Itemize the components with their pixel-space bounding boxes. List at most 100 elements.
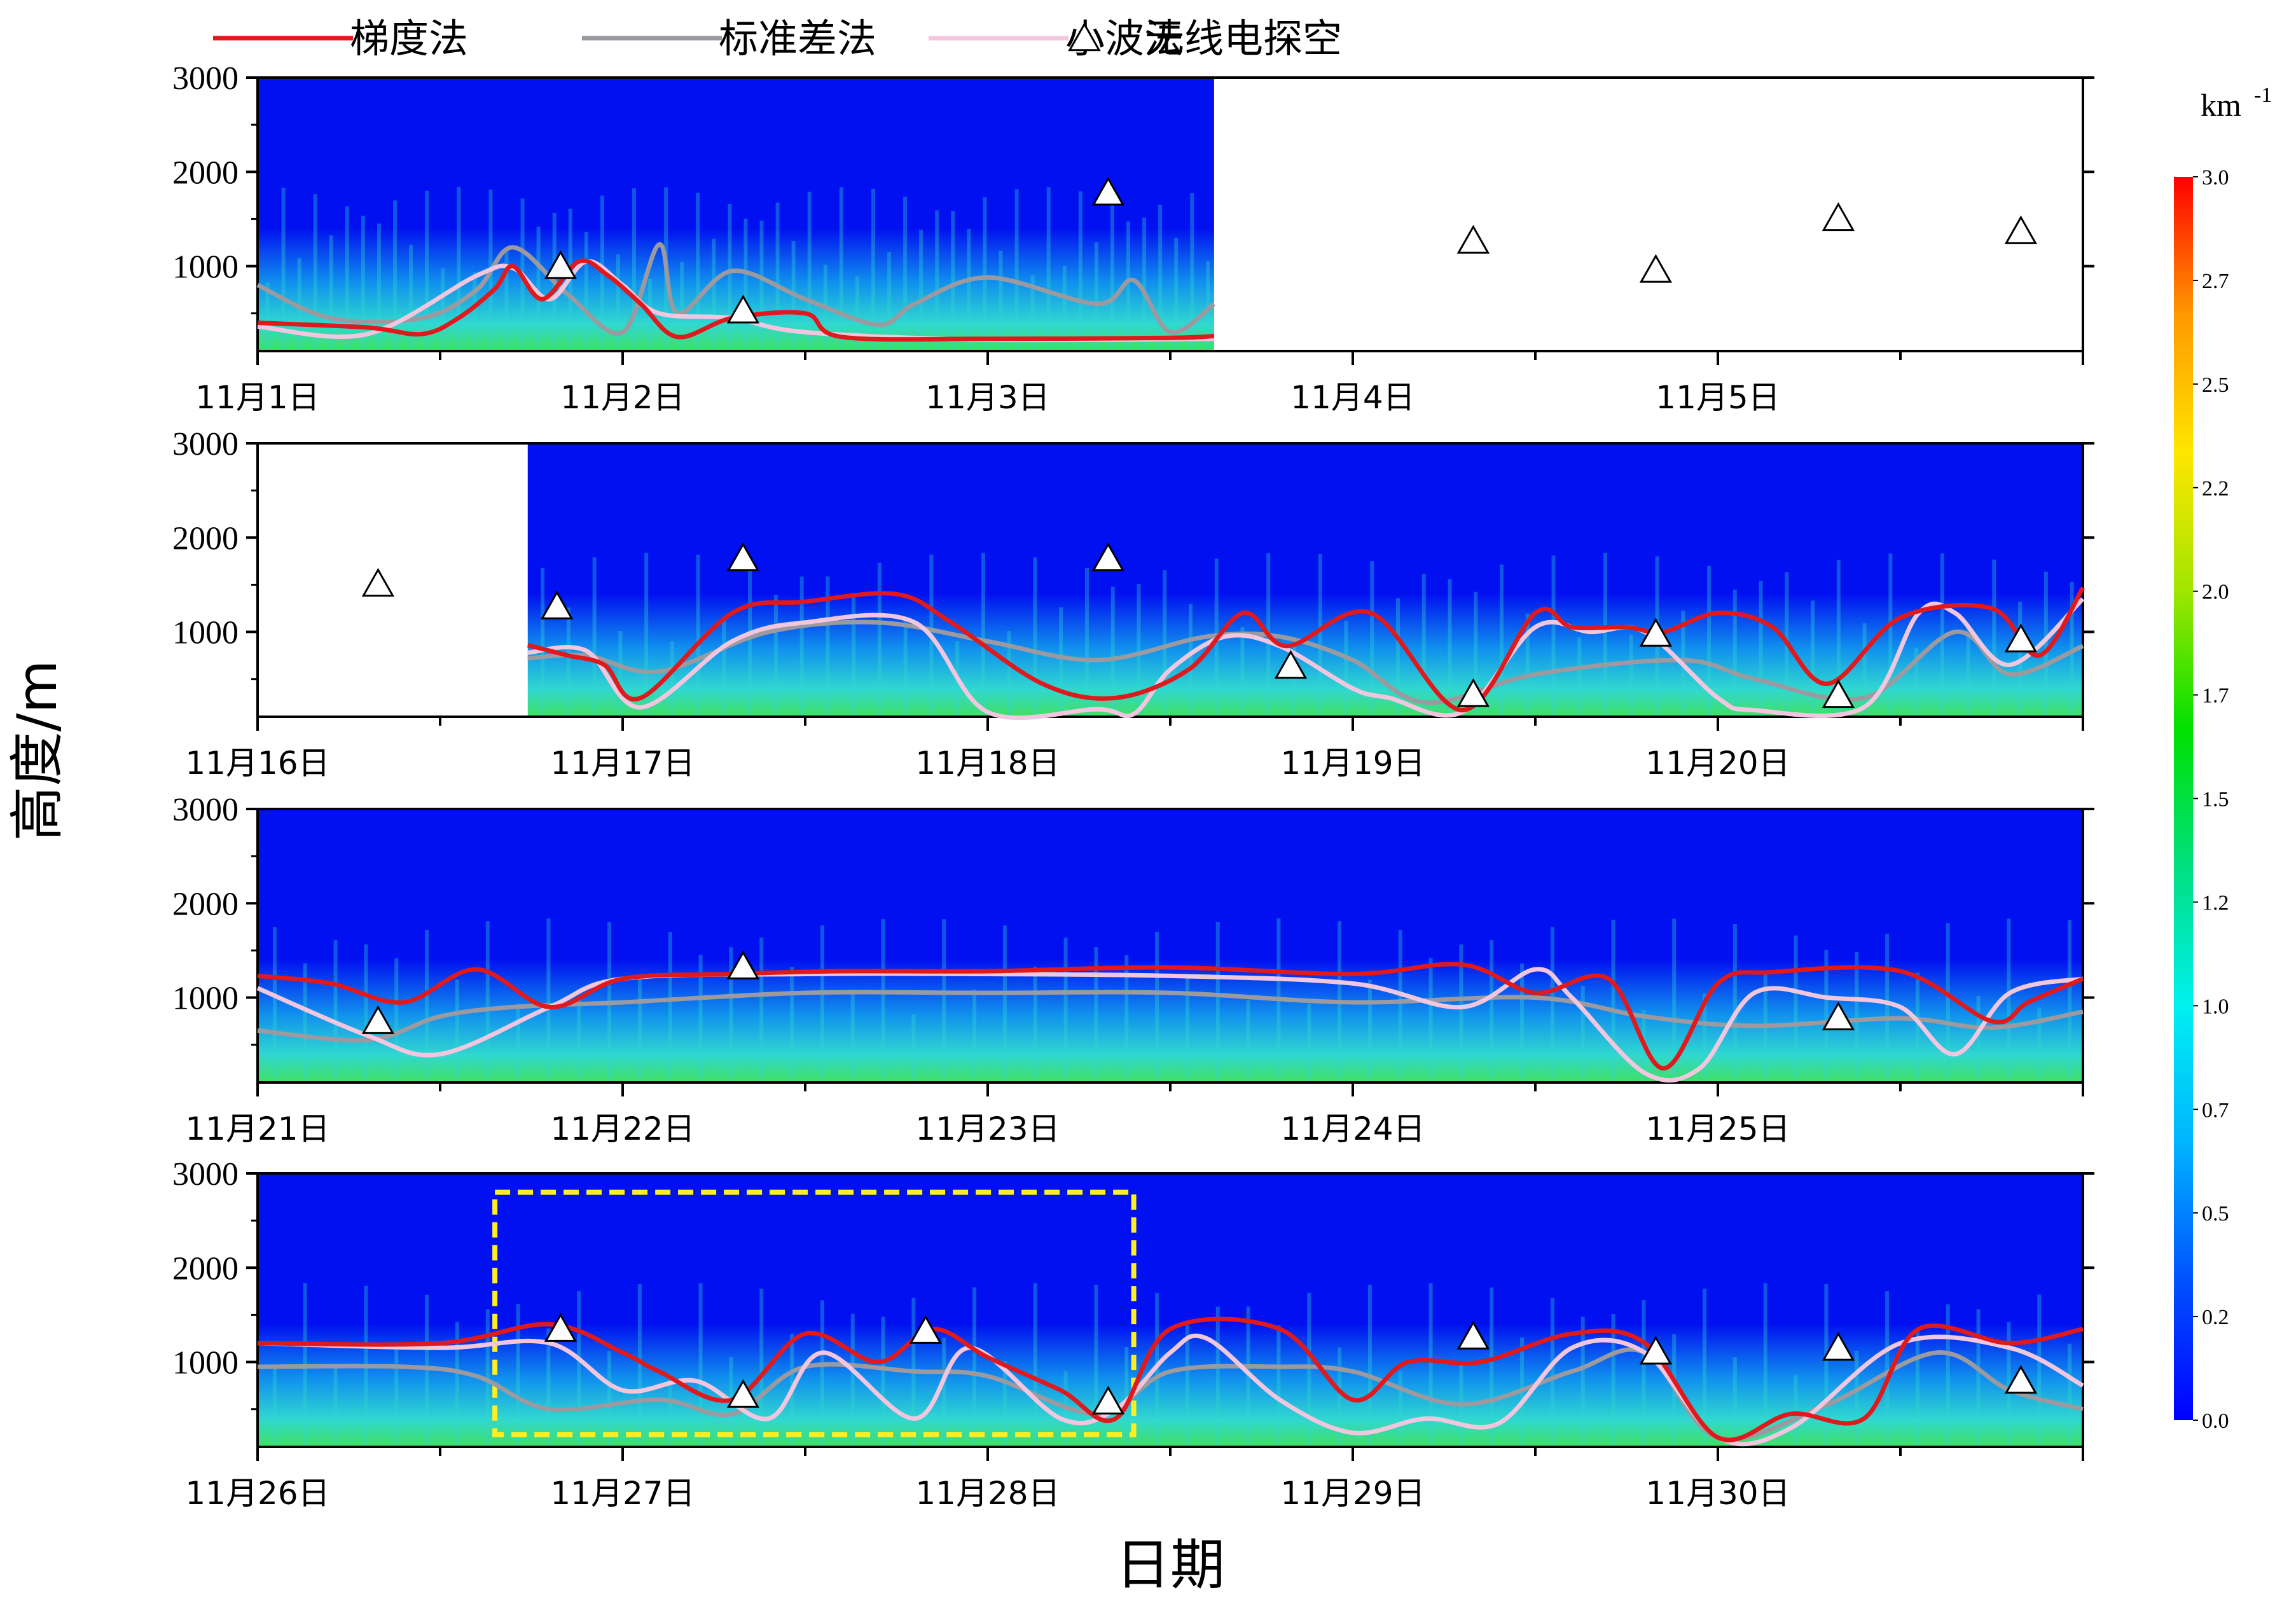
lidar-streak (1703, 993, 1707, 1082)
colorbar-tick-label: 0.5 (2202, 1202, 2229, 1226)
lidar-streak (632, 188, 637, 351)
radiosonde-point (726, 1379, 760, 1408)
lidar-streak (546, 1328, 551, 1447)
lidar-streak (409, 244, 413, 351)
lidar-streak (541, 567, 545, 717)
lidar-streak (1428, 1283, 1433, 1447)
x-tick-label: 11月23日 (915, 1110, 1060, 1147)
lidar-streak (1811, 600, 1815, 717)
lidar-streak (457, 187, 461, 351)
lidar-streak (333, 940, 338, 1082)
lidar-streak (1110, 202, 1114, 351)
lidar-streak (1246, 1000, 1250, 1082)
lidar-streak (1014, 189, 1019, 351)
lidar-streak (1215, 1306, 1220, 1447)
lidar-streak (972, 989, 977, 1082)
lidar-streak (729, 947, 733, 1082)
lidar-streak (272, 927, 277, 1082)
lidar-streak (722, 617, 726, 717)
lidar-streak (1914, 647, 1919, 717)
series-line (256, 242, 1216, 336)
x-tick-label: 11月18日 (915, 745, 1060, 782)
x-tick-label: 11月1日 (195, 379, 319, 416)
lidar-streak (1155, 932, 1159, 1082)
lidar-streak (1206, 261, 1210, 351)
lidar-streak (759, 937, 764, 1082)
lidar-streak (1763, 1283, 1767, 1447)
y-tick-label: 2000 (172, 1250, 239, 1287)
lidar-streak (903, 617, 908, 717)
lidar-streak (1580, 1317, 1585, 1447)
lidar-streak (637, 1283, 642, 1447)
lidar-streak (1824, 1284, 1829, 1447)
lidar-streak (1862, 623, 1867, 717)
series-line (527, 597, 2085, 721)
lidar-streak (1307, 1004, 1311, 1082)
lidar-streak (425, 190, 429, 351)
series-line (257, 962, 2084, 1071)
x-tick-label: 11月30日 (1645, 1475, 1790, 1512)
lidar-streak (1240, 627, 1245, 717)
radiosonde-point (544, 250, 577, 279)
y-tick-label: 2000 (172, 155, 239, 191)
lidar-streak (2007, 1322, 2011, 1447)
lidar-streak (566, 607, 571, 717)
lidar-streak (1155, 1292, 1159, 1447)
lidar-streak (345, 206, 349, 351)
y-axis-title: 高度/m (6, 660, 69, 841)
lidar-streak (577, 999, 581, 1082)
lidar-streak (1215, 922, 1220, 1082)
lidar-streak (1732, 590, 1737, 717)
lidar-streak (1007, 630, 1011, 717)
lidar-streak (1520, 963, 1525, 1082)
lidar-streak (759, 220, 764, 351)
colorbar-tick-label: 0.0 (2202, 1409, 2229, 1433)
lidar-streak (839, 187, 843, 351)
lidar-streak (393, 200, 398, 351)
lidar-streak (546, 918, 551, 1082)
lidar-streak (850, 1313, 855, 1447)
lidar-streak (1002, 925, 1007, 1082)
series-line (256, 967, 2084, 1083)
lidar-streak (1732, 1357, 1737, 1447)
lidar-streak (919, 230, 923, 351)
lidar-streak (1794, 1375, 1798, 1447)
lidar-streak (1033, 967, 1037, 1082)
lidar-streak (877, 562, 882, 717)
radiosonde-point (544, 1313, 577, 1342)
colorbar-scale (2174, 177, 2193, 1420)
lidar-streak (265, 282, 270, 351)
highlight-box (492, 1189, 1137, 1437)
lidar-streak (1490, 1287, 1494, 1447)
series-line (257, 1333, 2084, 1447)
x-tick-label: 11月27日 (550, 1475, 695, 1512)
lidar-streak (1611, 1314, 1615, 1447)
lidar-streak (1421, 574, 1426, 717)
lidar-streak (281, 188, 286, 351)
lidar-streak (1398, 930, 1402, 1082)
lidar-streak (1577, 637, 1582, 717)
lidar-streak (981, 553, 985, 717)
lidar-streak (1367, 1285, 1372, 1447)
lidar-streak (516, 1304, 520, 1447)
radiosonde-point (1091, 1385, 1125, 1415)
lidar-streak (826, 576, 830, 717)
lidar-streak (1550, 1298, 1554, 1447)
lidar-streak (2007, 918, 2011, 1082)
radiosonde-point (2004, 623, 2038, 653)
lidar-streak (1885, 1291, 1890, 1447)
lidar-streak (1794, 935, 1798, 1082)
lidar-streak (820, 925, 824, 1082)
lidar-streak (1915, 1328, 1919, 1447)
lidar-streak (1855, 1350, 1859, 1447)
lidar-streak (272, 1365, 277, 1447)
lidar-streak (680, 261, 684, 351)
lidar-streak (1307, 1292, 1311, 1447)
lidar-streak (1885, 934, 1890, 1082)
y-tick-label: 3000 (172, 426, 239, 462)
legend-swatch (1068, 22, 1101, 52)
x-tick-label: 11月29日 (1280, 1475, 1425, 1512)
lidar-streak (1318, 554, 1322, 717)
